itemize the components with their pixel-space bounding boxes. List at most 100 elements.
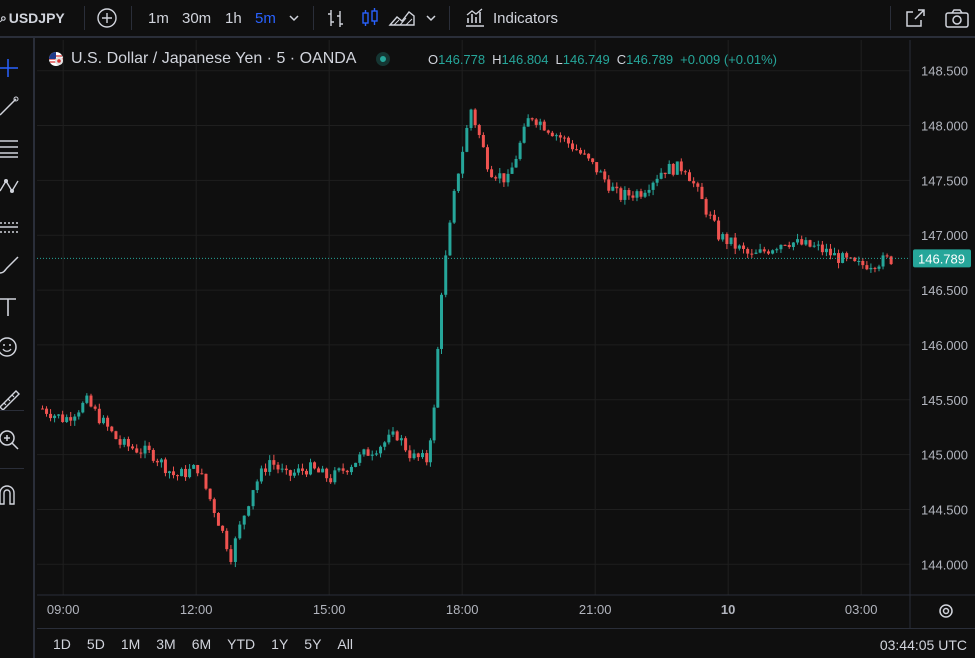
- candle-body: [783, 244, 787, 246]
- range-1m[interactable]: 1M: [120, 635, 141, 652]
- time-tick-label: 12:00: [180, 602, 213, 617]
- range-1d[interactable]: 1D: [53, 635, 71, 652]
- timeframe-30m[interactable]: 30m: [182, 9, 212, 27]
- forecast-tool[interactable]: [0, 211, 33, 241]
- utc-clock[interactable]: 03:44:05 UTC: [879, 637, 967, 653]
- candle-body: [370, 454, 374, 456]
- candle-body: [268, 460, 272, 472]
- price-tick-label: 147.000: [921, 228, 968, 243]
- candle-body: [280, 468, 284, 470]
- candle-body: [550, 132, 554, 137]
- candle-body: [337, 468, 341, 471]
- indicators-button[interactable]: Indicators: [463, 0, 558, 36]
- top-toolbar: ⌕ USDJPY 1m 30m 1h 5m Indicators: [0, 0, 975, 38]
- symbol-title[interactable]: U.S. Dollar / Japanese Yen · 5 · OANDA: [71, 50, 357, 67]
- bar-style-button[interactable]: [325, 0, 347, 36]
- range-ytd[interactable]: YTD: [227, 635, 256, 652]
- magnet-tool[interactable]: [0, 480, 33, 510]
- divider: [0, 468, 24, 469]
- timeframe-dropdown[interactable]: [288, 0, 300, 36]
- text-tool[interactable]: [0, 292, 33, 322]
- measure-tool[interactable]: [0, 385, 33, 415]
- chart-type-dropdown[interactable]: [425, 0, 437, 36]
- candle-body: [73, 416, 77, 421]
- candle-body: [667, 163, 671, 175]
- candle-body: [247, 506, 251, 516]
- candle-body: [358, 454, 362, 463]
- timeframe-1h[interactable]: 1h: [225, 9, 242, 27]
- add-circle-icon: [97, 8, 117, 28]
- compare-button[interactable]: [96, 0, 118, 36]
- candle-body: [692, 181, 696, 184]
- candle-body: [163, 459, 167, 474]
- time-tick-label: 18:00: [446, 602, 479, 617]
- brush-tool[interactable]: [0, 251, 33, 281]
- candle-body: [570, 143, 574, 150]
- candle-body: [465, 127, 469, 152]
- zoom-tool[interactable]: [0, 426, 33, 456]
- candle-body: [506, 173, 510, 183]
- candle-body: [345, 470, 349, 473]
- trendline-tool[interactable]: [0, 91, 33, 121]
- range-6m[interactable]: 6M: [191, 635, 212, 652]
- high-key: H: [492, 52, 502, 67]
- candle-body: [53, 415, 57, 419]
- candle-body: [122, 439, 126, 445]
- time-tick-label: 10: [721, 602, 735, 617]
- fullscreen-button[interactable]: [903, 0, 927, 36]
- price-chart[interactable]: 144.000 144.500 145.000 145.500 146.000 146.5…: [37, 40, 975, 628]
- symbol-search[interactable]: ⌕ USDJPY: [0, 0, 65, 36]
- emoji-tool[interactable]: [0, 332, 33, 362]
- candle-body: [354, 462, 358, 467]
- candle-body: [81, 402, 85, 413]
- range-3m[interactable]: 3M: [156, 635, 176, 652]
- candles-style-button[interactable]: [359, 0, 381, 36]
- fib-tool[interactable]: [0, 132, 33, 162]
- chart-settings-button[interactable]: [937, 602, 955, 625]
- candle-body: [833, 253, 837, 256]
- candle-body: [623, 190, 627, 200]
- candle-body: [171, 471, 175, 476]
- time-tick-label: 09:00: [47, 602, 80, 617]
- range-all[interactable]: All: [337, 635, 353, 652]
- crosshair-tool[interactable]: [0, 53, 33, 83]
- candle-body: [126, 439, 130, 447]
- snapshot-button[interactable]: [944, 0, 970, 36]
- candle-body: [184, 468, 188, 478]
- ohlc-values: O146.778 H146.804 L146.749 C146.789 +0.0…: [428, 52, 777, 67]
- candle-body: [679, 161, 683, 172]
- timeframe-1m[interactable]: 1m: [148, 9, 169, 27]
- candle-body: [546, 130, 550, 133]
- candle-body: [591, 158, 595, 163]
- candle-body: [89, 395, 93, 407]
- magnet-icon: [0, 485, 15, 505]
- candle-body: [804, 240, 808, 245]
- range-5y[interactable]: 5Y: [304, 635, 322, 652]
- candle-body: [800, 239, 804, 245]
- pattern-tool[interactable]: [0, 171, 33, 201]
- candle-body: [746, 249, 750, 254]
- timeframe-5m[interactable]: 5m: [255, 9, 276, 27]
- candle-body: [490, 169, 494, 178]
- candle-body: [542, 121, 546, 131]
- area-style-button[interactable]: [388, 0, 416, 36]
- candle-body: [754, 252, 758, 254]
- settings-gear-icon: [939, 604, 953, 618]
- candle-body: [432, 407, 436, 441]
- high-value: 146.804: [501, 52, 549, 67]
- price-tick-label: 147.500: [921, 173, 968, 188]
- candle-body: [309, 462, 313, 475]
- candle-body: [824, 248, 828, 253]
- candle-body: [49, 413, 53, 419]
- drawing-toolbar: [0, 38, 35, 658]
- candle-body: [461, 151, 465, 174]
- range-1y[interactable]: 1Y: [271, 635, 289, 652]
- bars-icon: [328, 10, 343, 27]
- candle-body: [436, 348, 440, 408]
- range-5d[interactable]: 5D: [86, 635, 105, 652]
- candle-body: [721, 234, 725, 240]
- candle-body: [366, 449, 370, 456]
- candle-body: [762, 249, 766, 252]
- candle-body: [526, 118, 530, 127]
- chart-area[interactable]: 144.000 144.500 145.000 145.500 146.000 146.5…: [37, 40, 975, 628]
